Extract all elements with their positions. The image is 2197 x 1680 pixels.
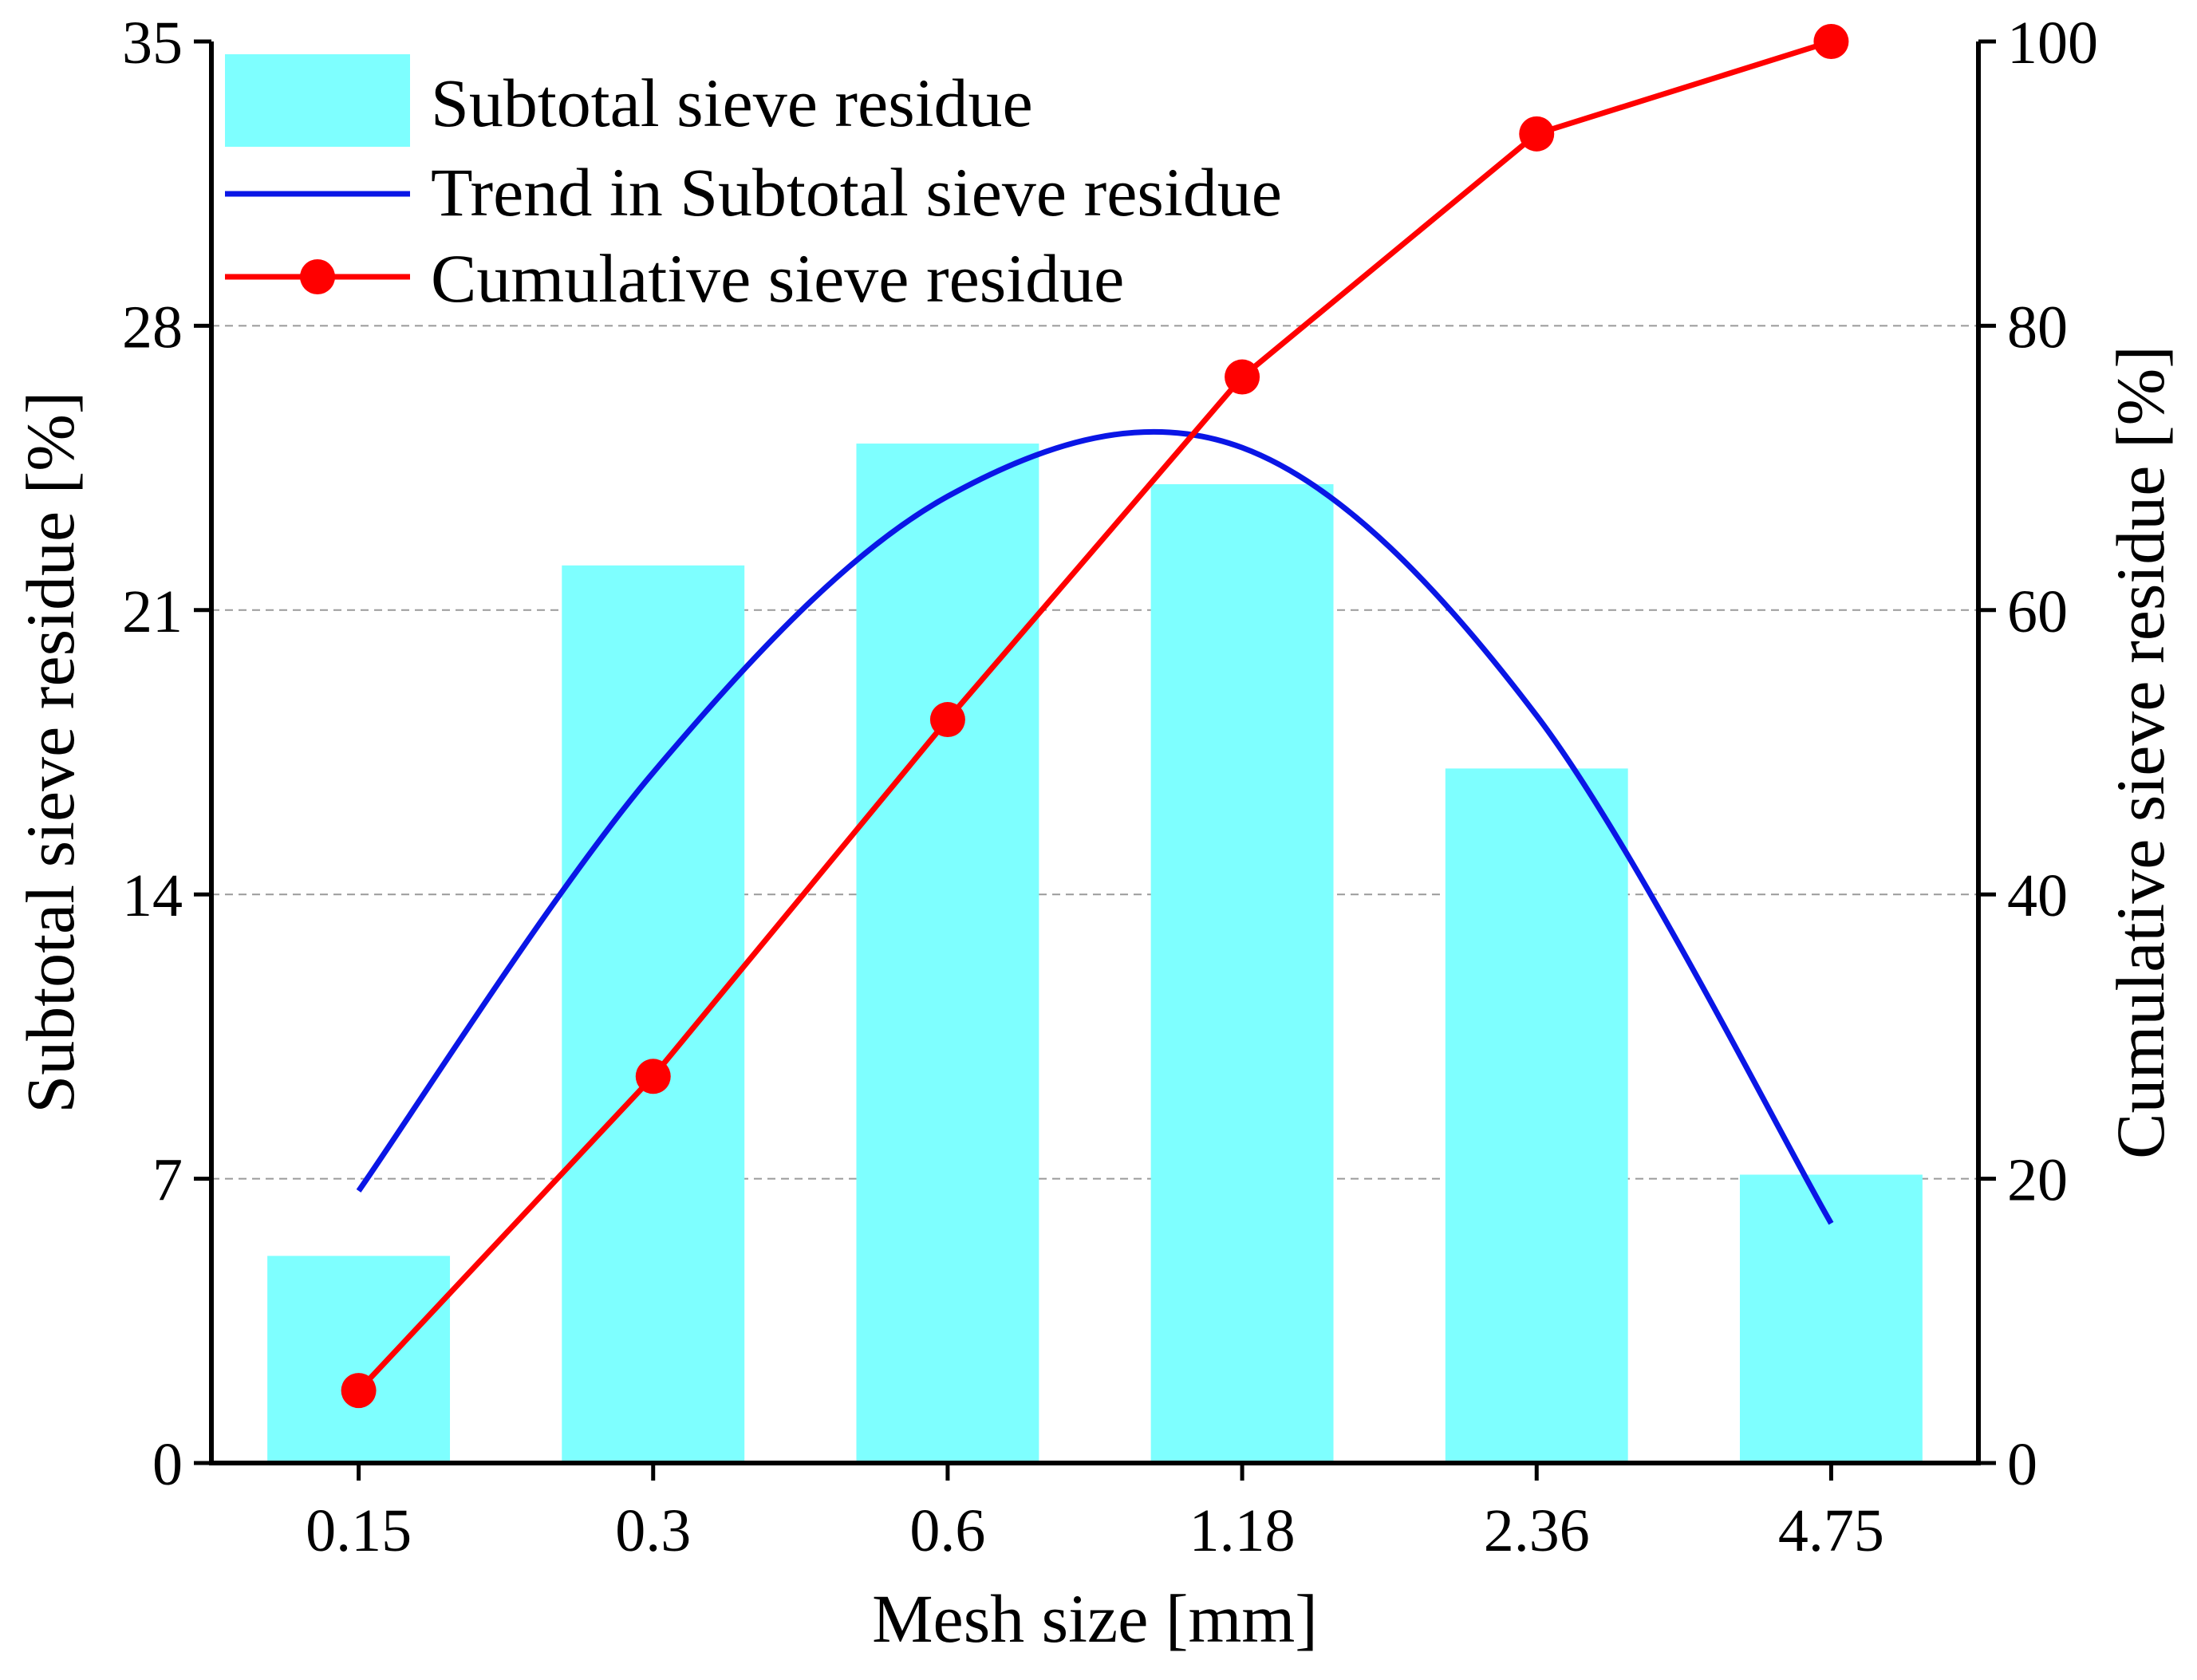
bar-subtotal-2.36 xyxy=(1445,768,1628,1463)
bar-series xyxy=(267,444,1923,1463)
right-y-axis-title: Cumulative sieve residue [%] xyxy=(2102,345,2179,1159)
cumulative-marker-4.75 xyxy=(1813,24,1849,59)
bar-subtotal-0.3 xyxy=(562,565,745,1463)
left-tick-label: 14 xyxy=(122,862,183,929)
left-tick-label: 21 xyxy=(122,578,183,645)
x-tick-label: 0.3 xyxy=(615,1497,691,1564)
legend: Subtotal sieve residue Trend in Subtotal… xyxy=(225,54,1282,317)
x-tick-label: 2.36 xyxy=(1484,1497,1590,1564)
right-tick-label: 0 xyxy=(2007,1431,2037,1498)
cumulative-marker-2.36 xyxy=(1519,116,1555,152)
legend-cum-label: Cumulative sieve residue xyxy=(431,240,1124,317)
right-tick-label: 40 xyxy=(2007,862,2068,929)
axes xyxy=(194,39,1996,1481)
left-tick-label: 7 xyxy=(152,1147,183,1214)
left-y-axis-title: Subtotal sieve residue [%] xyxy=(12,391,89,1113)
legend-bar-label: Subtotal sieve residue xyxy=(431,65,1033,141)
trend-line xyxy=(356,428,1834,1225)
cumulative-marker-0.6 xyxy=(929,702,965,738)
x-tick-label: 0.15 xyxy=(306,1497,412,1564)
tick-labels: 0 7 14 21 28 35 0 20 40 60 80 100 0.15 0.3 0.6 1.18 2.36… xyxy=(122,10,2098,1564)
cumulative-series xyxy=(341,24,1849,1409)
bar-subtotal-1.18 xyxy=(1150,483,1334,1463)
right-tick-label: 100 xyxy=(2007,10,2098,77)
legend-bar-swatch xyxy=(225,54,410,147)
x-axis-title: Mesh size [mm] xyxy=(872,1580,1318,1657)
x-tick-label: 4.75 xyxy=(1778,1497,1884,1564)
legend-cum-marker xyxy=(300,259,335,294)
trend-series xyxy=(356,428,1834,1225)
left-tick-label: 28 xyxy=(122,294,183,361)
bar-subtotal-0.15 xyxy=(267,1256,451,1463)
left-tick-label: 35 xyxy=(122,10,183,77)
cumulative-line xyxy=(357,38,1832,1393)
x-tick-label: 1.18 xyxy=(1189,1497,1296,1564)
right-tick-label: 20 xyxy=(2007,1147,2068,1214)
right-tick-label: 80 xyxy=(2007,294,2068,361)
grid-lines xyxy=(211,325,1978,1180)
cumulative-marker-0.15 xyxy=(341,1373,377,1409)
legend-trend-label: Trend in Subtotal sieve residue xyxy=(431,154,1282,231)
cumulative-marker-1.18 xyxy=(1225,359,1260,395)
x-tick-label: 0.6 xyxy=(909,1497,985,1564)
right-tick-label: 60 xyxy=(2007,578,2068,645)
left-tick-label: 0 xyxy=(152,1431,183,1498)
bar-subtotal-0.6 xyxy=(856,444,1039,1463)
cumulative-marker-0.3 xyxy=(635,1059,671,1094)
